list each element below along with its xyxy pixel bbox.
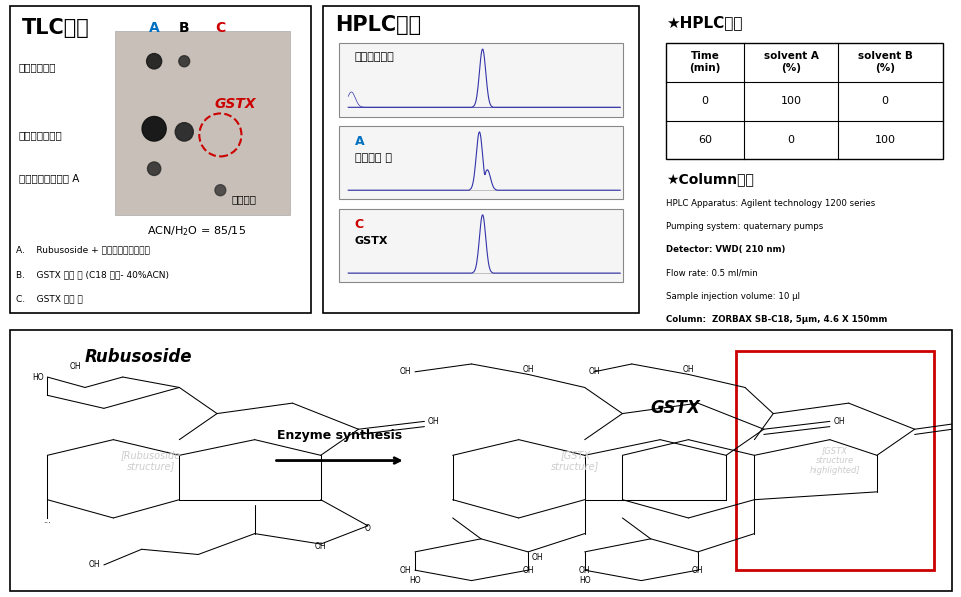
Text: TLC분석: TLC분석 [22,19,89,38]
Text: OH: OH [88,561,100,570]
Text: Detector: VWD( 210 nm): Detector: VWD( 210 nm) [666,245,785,254]
FancyBboxPatch shape [338,43,623,116]
Circle shape [142,116,166,141]
FancyBboxPatch shape [666,43,943,159]
Text: 스테비오사이드: 스테비오사이드 [18,130,62,140]
FancyBboxPatch shape [338,126,623,199]
Text: 100: 100 [779,96,801,106]
Text: OH: OH [400,565,411,575]
Circle shape [147,162,160,176]
Text: Pumping system: quaternary pumps: Pumping system: quaternary pumps [666,223,823,232]
Text: 루부소사이드: 루부소사이드 [355,52,394,62]
Text: ★HPLC조건: ★HPLC조건 [666,15,742,30]
Text: HO: HO [579,576,590,585]
Text: C: C [215,21,225,35]
Text: OH: OH [531,553,543,562]
Text: Flow solvent A: 0.1% TFA in water: Flow solvent A: 0.1% TFA in water [666,384,811,393]
Text: 루부소사이드: 루부소사이드 [18,62,56,72]
Text: OH: OH [579,565,590,575]
Circle shape [214,184,226,196]
Text: (%): (%) [875,63,895,73]
Text: OH: OH [522,365,533,374]
Text: solvent A: solvent A [763,51,818,61]
Text: B: B [179,21,189,35]
Text: Time: Time [690,51,719,61]
Text: [GSTX
structure]: [GSTX structure] [551,450,599,472]
Text: OH: OH [691,565,702,575]
FancyBboxPatch shape [10,6,310,313]
Text: Sample injection volume: 10 μl: Sample injection volume: 10 μl [666,291,800,300]
Text: 0: 0 [701,96,708,106]
Text: B.    GSTX 정제 중 (C18 사용- 40%ACN): B. GSTX 정제 중 (C18 사용- 40%ACN) [15,270,168,279]
Text: ACN/H$_2$O = 85/15: ACN/H$_2$O = 85/15 [147,224,246,238]
Text: HPLC Apparatus: Agilent technology 1200 series: HPLC Apparatus: Agilent technology 1200 … [666,199,875,208]
Text: ···: ··· [43,519,51,528]
Text: A: A [149,21,160,35]
Text: 효소반응 후: 효소반응 후 [355,153,391,164]
Text: HO: HO [408,576,420,585]
Text: [Rubusoside
structure]: [Rubusoside structure] [121,450,181,472]
FancyBboxPatch shape [338,208,623,282]
Text: Enzyme synthesis: Enzyme synthesis [277,429,402,442]
Text: HPLC분석: HPLC분석 [335,15,421,35]
Text: 60: 60 [698,135,711,145]
Text: 100: 100 [874,135,895,145]
Circle shape [146,54,161,69]
Text: GSTX: GSTX [214,97,256,111]
Text: A.    Rubusoside + 글루컬합성효소첲리: A. Rubusoside + 글루컬합성효소첲리 [15,245,149,254]
Circle shape [179,56,189,67]
Text: Rubusoside: Rubusoside [85,348,192,367]
Text: OH: OH [682,365,694,374]
Text: GSTX: GSTX [355,236,387,246]
Text: C.    GSTX 정제 후: C. GSTX 정제 후 [15,294,83,304]
Text: OH: OH [832,417,844,426]
Text: Flow rate: 0.5 ml/min: Flow rate: 0.5 ml/min [666,269,757,278]
Text: ★Column조건: ★Column조건 [666,172,753,186]
Text: Concentration: 10 mg/ml: Concentration: 10 mg/ml [666,361,774,370]
Text: HO: HO [32,373,43,381]
FancyBboxPatch shape [115,30,289,215]
Text: Column oven: 30°C: Column oven: 30°C [666,337,750,347]
Text: [GSTX
structure
highlighted]: [GSTX structure highlighted] [808,445,859,475]
Circle shape [175,122,193,141]
Text: OH: OH [588,367,600,376]
Text: GSTX: GSTX [650,399,700,417]
Text: A: A [355,135,364,148]
Text: OH: OH [522,565,533,575]
Text: C: C [355,218,363,231]
FancyBboxPatch shape [323,6,638,313]
Text: 0: 0 [881,96,888,106]
Text: (%): (%) [780,63,801,73]
Text: Flow solvent B: 0.1% TFA in Acetonitrile: Flow solvent B: 0.1% TFA in Acetonitrile [666,407,836,416]
Text: Column:  ZORBAX SB-C18, 5μm, 4.6 X 150mm: Column: ZORBAX SB-C18, 5μm, 4.6 X 150mm [666,315,887,324]
Text: O: O [364,524,370,533]
Text: OH: OH [70,362,82,371]
Text: 0: 0 [787,135,794,145]
Text: OH: OH [428,417,439,426]
Text: OH: OH [314,542,326,551]
Text: (min): (min) [689,63,720,73]
Text: OH: OH [400,367,411,376]
Text: 글루코스: 글루코스 [232,195,257,204]
Text: 레바우디오사이드 A: 레바우디오사이드 A [18,173,79,183]
Text: solvent B: solvent B [857,51,912,61]
FancyBboxPatch shape [10,330,951,591]
